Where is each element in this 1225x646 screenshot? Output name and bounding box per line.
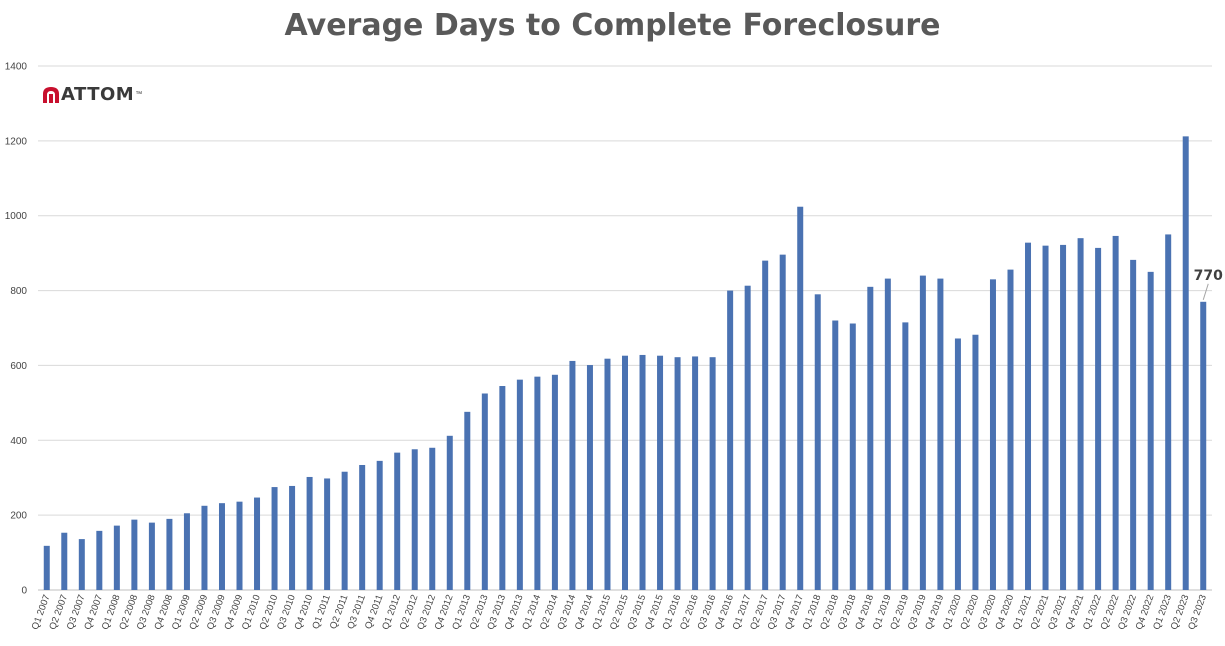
bars [43,136,1207,591]
chart-title: Average Days to Complete Foreclosure [284,8,941,43]
bar [989,279,996,590]
annotations: 770 [1194,268,1223,300]
bar [446,435,453,590]
bar [464,411,471,590]
bar [1182,136,1189,590]
bar [411,449,418,590]
bar [919,275,926,590]
y-tick-label: 600 [10,361,27,372]
bar [183,513,190,590]
y-tick-label: 400 [10,436,27,447]
bar [218,503,225,590]
bar [61,532,68,590]
bar [1112,235,1119,590]
bar [96,530,103,590]
bar [639,354,646,590]
bar [1060,244,1067,590]
bar [1042,245,1049,590]
bar [359,464,366,590]
bar [43,545,50,590]
bar [1095,247,1102,590]
bar [674,357,681,590]
bar [236,501,243,590]
bar [516,379,523,590]
bar [709,357,716,590]
bar [1200,301,1207,590]
bar [148,522,155,590]
bar [324,478,331,590]
bar [727,290,734,590]
bar [394,452,401,590]
bar [622,355,628,590]
bar [762,260,769,590]
bar [902,322,909,590]
bar [569,360,576,590]
bar [254,497,261,590]
bar [271,487,278,590]
bar [306,476,313,590]
bar [814,294,821,590]
bar [1130,259,1137,590]
bar [604,358,611,590]
logo-trademark: ™ [135,91,143,98]
bar [867,286,874,590]
bar [779,254,786,590]
bar [884,278,891,590]
bar [341,471,348,590]
bar [289,485,296,590]
bar [166,518,173,590]
y-tick-label: 200 [10,511,27,522]
y-tick-label: 800 [10,286,27,297]
bar [849,323,856,590]
bar [832,320,839,590]
bar [692,356,699,590]
bar [1025,242,1032,591]
y-tick-label: 0 [21,586,27,597]
bar [954,338,961,590]
bar [1147,271,1154,590]
bar [429,447,436,590]
bar [1007,269,1014,590]
bar [1077,238,1084,590]
bar [499,386,506,590]
bar [376,460,383,590]
bar [131,519,138,590]
bar [551,374,558,590]
bar [113,525,120,590]
bar [481,393,488,590]
bar [1165,234,1172,590]
data-label: 770 [1194,268,1223,284]
attom-logo-icon [43,86,59,103]
bar [972,334,979,590]
annotation-leader-line [1202,283,1209,300]
bar [78,539,85,590]
bar [797,206,804,590]
bar [937,278,944,590]
logo-text: ATTOM [61,84,135,105]
bar [534,376,541,590]
bar [586,365,593,590]
y-tick-label: 1000 [5,211,28,222]
bar [657,355,664,590]
y-tick-label: 1200 [5,136,28,147]
bar [744,285,751,590]
bar [201,505,208,590]
y-axis-ticks: 0 200 400 600 800 1000 1200 1400 [5,62,28,597]
y-tick-label: 1400 [5,62,28,73]
attom-logo: ATTOM ™ [42,84,142,105]
